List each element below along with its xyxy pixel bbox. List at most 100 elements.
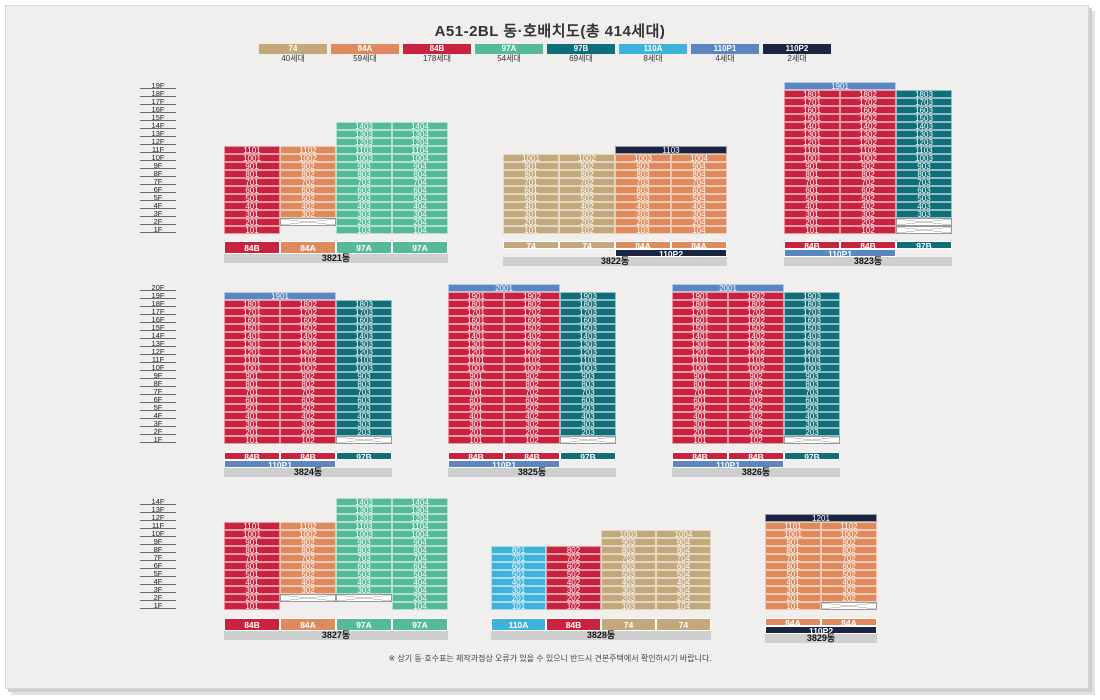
unit-cell[interactable]: 901 (672, 372, 728, 380)
unit-cell[interactable]: 601 (224, 396, 280, 404)
unit-cell[interactable]: 603 (601, 562, 656, 570)
unit-cell[interactable]: 503 (336, 194, 392, 202)
unit-cell[interactable]: 801 (224, 380, 280, 388)
unit-cell[interactable]: 1003 (784, 364, 840, 372)
unit-cell[interactable]: 102 (280, 436, 336, 444)
unit-cell[interactable]: 1102 (821, 522, 877, 530)
unit-cell[interactable]: 603 (336, 396, 392, 404)
unit-cell[interactable]: 1502 (504, 324, 560, 332)
unit-cell[interactable]: 701 (224, 554, 280, 562)
unit-cell[interactable]: 1602 (728, 316, 784, 324)
unit-cell[interactable]: 1402 (280, 332, 336, 340)
unit-cell[interactable]: 803 (601, 546, 656, 554)
unit-cell[interactable]: 904 (392, 162, 448, 170)
unit-cell[interactable]: 403 (560, 412, 616, 420)
unit-cell[interactable]: 1603 (560, 316, 616, 324)
unit-cell[interactable]: 102 (728, 436, 784, 444)
unit-cell[interactable]: 503 (615, 194, 671, 202)
unit-cell[interactable]: 504 (392, 570, 448, 578)
unit-cell[interactable]: 1304 (392, 130, 448, 138)
unit-cell[interactable]: 501 (503, 194, 559, 202)
unit-cell[interactable]: 103 (336, 226, 392, 234)
unit-cell[interactable]: 302 (728, 420, 784, 428)
unit-cell[interactable]: 1302 (504, 340, 560, 348)
unit-cell[interactable]: 902 (280, 372, 336, 380)
unit-cell[interactable]: 901 (224, 372, 280, 380)
unit-cell[interactable]: 402 (504, 412, 560, 420)
unit-cell[interactable]: 1702 (504, 308, 560, 316)
unit-cell[interactable]: 903 (896, 162, 952, 170)
unit-cell[interactable]: 1103 (336, 522, 392, 530)
unit-cell[interactable]: 702 (821, 554, 877, 562)
unit-cell[interactable]: 1001 (224, 364, 280, 372)
unit-cell[interactable]: 403 (784, 412, 840, 420)
unit-cell[interactable]: 1503 (896, 114, 952, 122)
unit-cell[interactable]: 904 (656, 538, 711, 546)
unit-cell[interactable]: 1003 (336, 364, 392, 372)
unit-cell[interactable]: 1303 (784, 340, 840, 348)
unit-cell[interactable]: 304 (392, 586, 448, 594)
unit-cell[interactable]: 1303 (336, 506, 392, 514)
unit-cell[interactable]: 1003 (336, 530, 392, 538)
unit-cell[interactable]: 202 (504, 428, 560, 436)
unit-cell[interactable]: 903 (560, 372, 616, 380)
unit-cell[interactable]: 1803 (896, 90, 952, 98)
unit-cell[interactable]: 404 (671, 202, 727, 210)
unit-cell[interactable]: 1103 (336, 146, 392, 154)
unit-cell[interactable]: 501 (784, 194, 840, 202)
unit-cell[interactable]: 1301 (672, 340, 728, 348)
unit-cell[interactable]: 1903 (560, 292, 616, 300)
unit-cell[interactable]: 204 (656, 594, 711, 602)
unit-cell[interactable]: 1803 (560, 300, 616, 308)
unit-cell[interactable]: 1203 (896, 138, 952, 146)
unit-cell[interactable]: 903 (615, 162, 671, 170)
unit-cell[interactable]: 404 (392, 202, 448, 210)
unit-cell[interactable]: 1103 (560, 356, 616, 364)
unit-cell[interactable]: 1201 (224, 348, 280, 356)
unit-cell[interactable]: 602 (280, 396, 336, 404)
unit-cell[interactable]: 1202 (504, 348, 560, 356)
unit-cell[interactable]: 601 (765, 562, 821, 570)
unit-cell[interactable]: 701 (765, 554, 821, 562)
unit-cell[interactable]: 602 (546, 562, 601, 570)
unit-cell[interactable]: 702 (559, 178, 615, 186)
unit-cell[interactable]: 1203 (336, 514, 392, 522)
unit-cell[interactable]: 701 (503, 178, 559, 186)
unit-cell[interactable]: 401 (448, 412, 504, 420)
unit-cell[interactable]: 1101 (224, 356, 280, 364)
unit-cell[interactable]: 501 (448, 404, 504, 412)
unit-cell[interactable]: 101 (224, 436, 280, 444)
unit-cell[interactable]: 1102 (280, 146, 336, 154)
unit-cell[interactable]: 203 (560, 428, 616, 436)
unit-cell[interactable]: 1403 (560, 332, 616, 340)
unit-cell[interactable]: 302 (504, 420, 560, 428)
unit-cell[interactable]: 401 (224, 202, 280, 210)
unit-cell[interactable]: 1502 (840, 114, 896, 122)
unit-cell[interactable]: 1403 (336, 498, 392, 506)
unit-cell[interactable]: 401 (672, 412, 728, 420)
unit-cell[interactable]: 601 (503, 186, 559, 194)
unit-cell[interactable]: 501 (765, 570, 821, 578)
unit-cell[interactable]: 1501 (784, 114, 840, 122)
unit-cell[interactable]: 101 (491, 602, 546, 610)
unit-cell[interactable]: 303 (336, 420, 392, 428)
unit-cell[interactable]: 1102 (504, 356, 560, 364)
unit-cell[interactable]: 1303 (560, 340, 616, 348)
unit-cell[interactable]: 601 (224, 186, 280, 194)
unit-cell[interactable]: 703 (336, 388, 392, 396)
unit-cell[interactable]: 602 (504, 396, 560, 404)
unit-cell[interactable]: 902 (280, 162, 336, 170)
unit-cell[interactable]: 801 (491, 546, 546, 554)
unit-cell[interactable]: 701 (448, 388, 504, 396)
unit-cell[interactable]: 503 (896, 194, 952, 202)
unit-cell[interactable]: 401 (491, 578, 546, 586)
unit-cell[interactable]: 1101 (448, 356, 504, 364)
unit-cell[interactable]: 1004 (656, 530, 711, 538)
unit-cell[interactable]: 1501 (224, 324, 280, 332)
unit-cell[interactable]: 1003 (615, 154, 671, 162)
unit-cell[interactable]: 403 (896, 202, 952, 210)
unit-cell[interactable]: 603 (560, 396, 616, 404)
unit-cell[interactable]: 904 (392, 538, 448, 546)
unit-cell[interactable]: 204 (392, 218, 448, 226)
unit-cell[interactable]: 102 (559, 226, 615, 234)
